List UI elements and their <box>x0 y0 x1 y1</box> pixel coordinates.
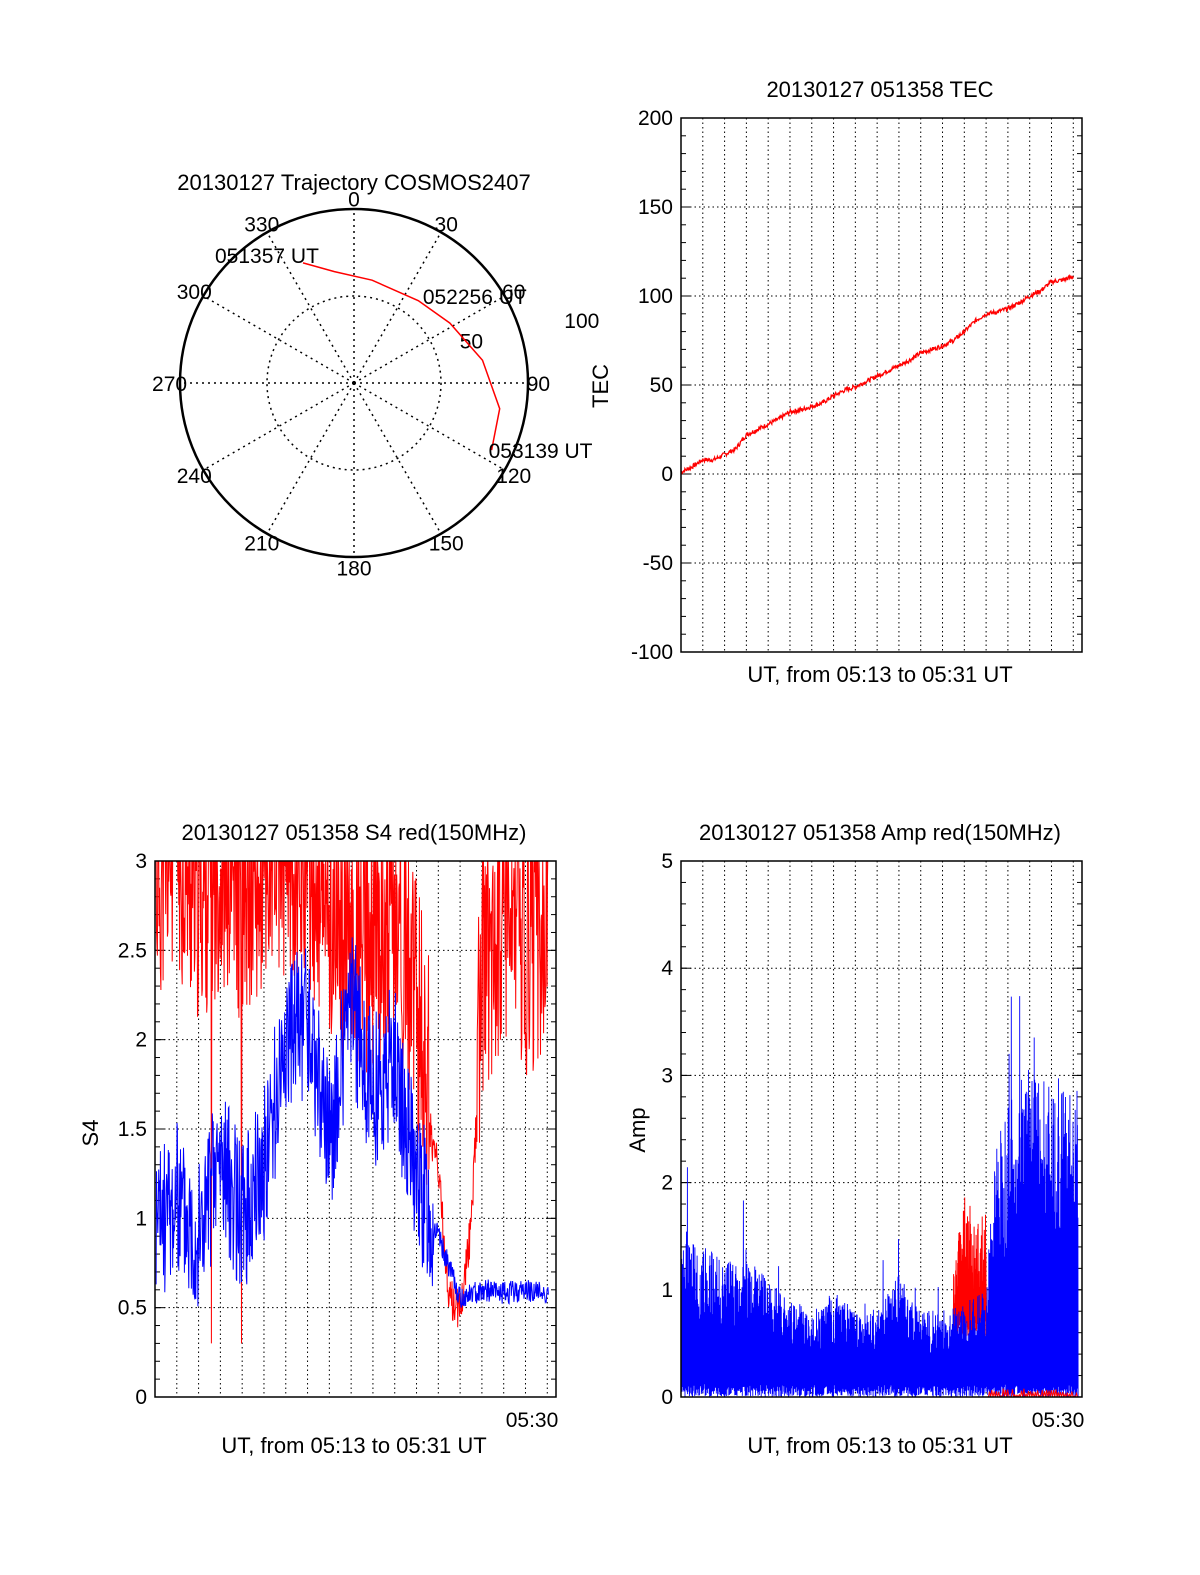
polar-angle-label: 330 <box>244 213 279 236</box>
polar-radial-label: 100 <box>564 310 599 333</box>
y-tick-label: 1 <box>661 1279 673 1302</box>
polar-angle-label: 60 <box>502 281 525 304</box>
polar-radial-label: 50 <box>460 331 483 354</box>
tec-series-line <box>681 273 1074 475</box>
s4-blue-series <box>155 937 549 1309</box>
polar-spoke <box>353 295 506 384</box>
polar-angle-label: 210 <box>244 533 279 556</box>
s4-ylabel: S4 <box>78 1120 103 1147</box>
polar-spoke <box>353 382 442 535</box>
amp-red-baseline <box>986 1388 1079 1397</box>
polar-angle-label: 0 <box>348 189 360 212</box>
polar-angle-label: 120 <box>496 465 531 488</box>
plot-frame <box>680 117 1083 653</box>
polar-angle-label: 270 <box>152 373 187 396</box>
s4-title: 20130127 051358 S4 red(150MHz) <box>182 820 527 845</box>
trajectory-time-label: 053139 UT <box>489 440 593 463</box>
tec-plot-area: -100 -50 0 50 100 150 200 <box>631 107 1083 664</box>
y-tick-label: 2 <box>135 1029 147 1052</box>
y-tick-label: -50 <box>643 552 673 575</box>
polar-spoke <box>266 382 355 535</box>
data-layer <box>155 861 549 1344</box>
amp-panel: 20130127 051358 Amp red(150MHz) UT, from… <box>625 820 1084 1458</box>
tec-title: 20130127 051358 TEC <box>766 77 993 102</box>
amp-plot-area: 0 1 2 3 4 5 <box>661 850 1083 1409</box>
y-tick-label: 150 <box>638 196 673 219</box>
y-tick-label: 2.5 <box>118 939 147 962</box>
trajectory-time-label: 051357 UT <box>215 245 319 268</box>
tec-xlabel: UT, from 05:13 to 05:31 UT <box>747 662 1012 687</box>
trajectory-panel: 20130127 Trajectory COSMOS2407 0 30 60 90 12… <box>152 170 599 580</box>
y-tick-label: 100 <box>638 285 673 308</box>
polar-outer-circle <box>178 207 530 559</box>
y-tick-label: -100 <box>631 641 673 664</box>
s4-xtick-label: 05:30 <box>506 1409 559 1432</box>
trajectory-title: 20130127 Trajectory COSMOS2407 <box>177 170 530 195</box>
s4-plot-area: 0 0.5 1 1.5 2 2.5 3 <box>118 850 557 1409</box>
amp-xtick-label: 05:30 <box>1032 1409 1085 1432</box>
y-tick-label: 50 <box>650 374 673 397</box>
y-tick-label: 4 <box>661 957 673 980</box>
s4-panel: 20130127 051358 S4 red(150MHz) UT, from … <box>78 820 558 1458</box>
y-tick-label: 1.5 <box>118 1118 147 1141</box>
polar-spoke <box>202 295 355 384</box>
polar-trajectory <box>302 262 501 451</box>
polar-inner-circle <box>266 295 442 471</box>
trajectory-time-label: 052256 UT <box>423 286 527 309</box>
s4-red-series <box>155 861 549 1344</box>
amp-ylabel: Amp <box>625 1107 650 1152</box>
y-tick-label: 1 <box>135 1207 147 1230</box>
y-tick-label: 5 <box>661 850 673 873</box>
tec-panel: 20130127 051358 TEC UT, from 05:13 to 05… <box>588 77 1083 687</box>
amp-blue-series <box>681 996 1079 1397</box>
trajectory-line <box>302 262 501 451</box>
polar-annotations: 051357 UT 052256 UT 053139 UT <box>215 245 593 463</box>
y-tick-label: 0 <box>661 463 673 486</box>
polar-spoke <box>202 382 355 471</box>
amp-title: 20130127 051358 Amp red(150MHz) <box>699 820 1061 845</box>
tec-ylabel: TEC <box>588 364 613 408</box>
y-tick-label: 0 <box>661 1386 673 1409</box>
plot-frame <box>154 860 557 1398</box>
polar-angle-label: 30 <box>435 213 458 236</box>
polar-angle-label: 150 <box>429 533 464 556</box>
polar-spoke <box>353 382 506 471</box>
y-tick-label: 0.5 <box>118 1297 147 1320</box>
polar-spoke <box>266 231 355 384</box>
y-tick-label: 2 <box>661 1172 673 1195</box>
amp-xlabel: UT, from 05:13 to 05:31 UT <box>747 1433 1012 1458</box>
plot-frame <box>680 860 1083 1398</box>
y-tick-label: 3 <box>661 1064 673 1087</box>
data-layer <box>681 273 1074 475</box>
polar-angle-label: 300 <box>177 281 212 304</box>
s4-xlabel: UT, from 05:13 to 05:31 UT <box>221 1433 486 1458</box>
y-tick-label: 0 <box>135 1386 147 1409</box>
polar-angle-labels: 0 30 60 90 120 150 180 210 240 270 300 330 50 100 <box>152 189 599 581</box>
y-tick-label: 200 <box>638 107 673 130</box>
polar-angle-label: 180 <box>336 557 371 580</box>
polar-angle-label: 90 <box>527 373 550 396</box>
polar-spoke <box>353 231 442 384</box>
polar-grid <box>178 207 530 559</box>
data-layer <box>681 996 1079 1397</box>
polar-angle-label: 240 <box>177 465 212 488</box>
y-tick-label: 3 <box>135 850 147 873</box>
